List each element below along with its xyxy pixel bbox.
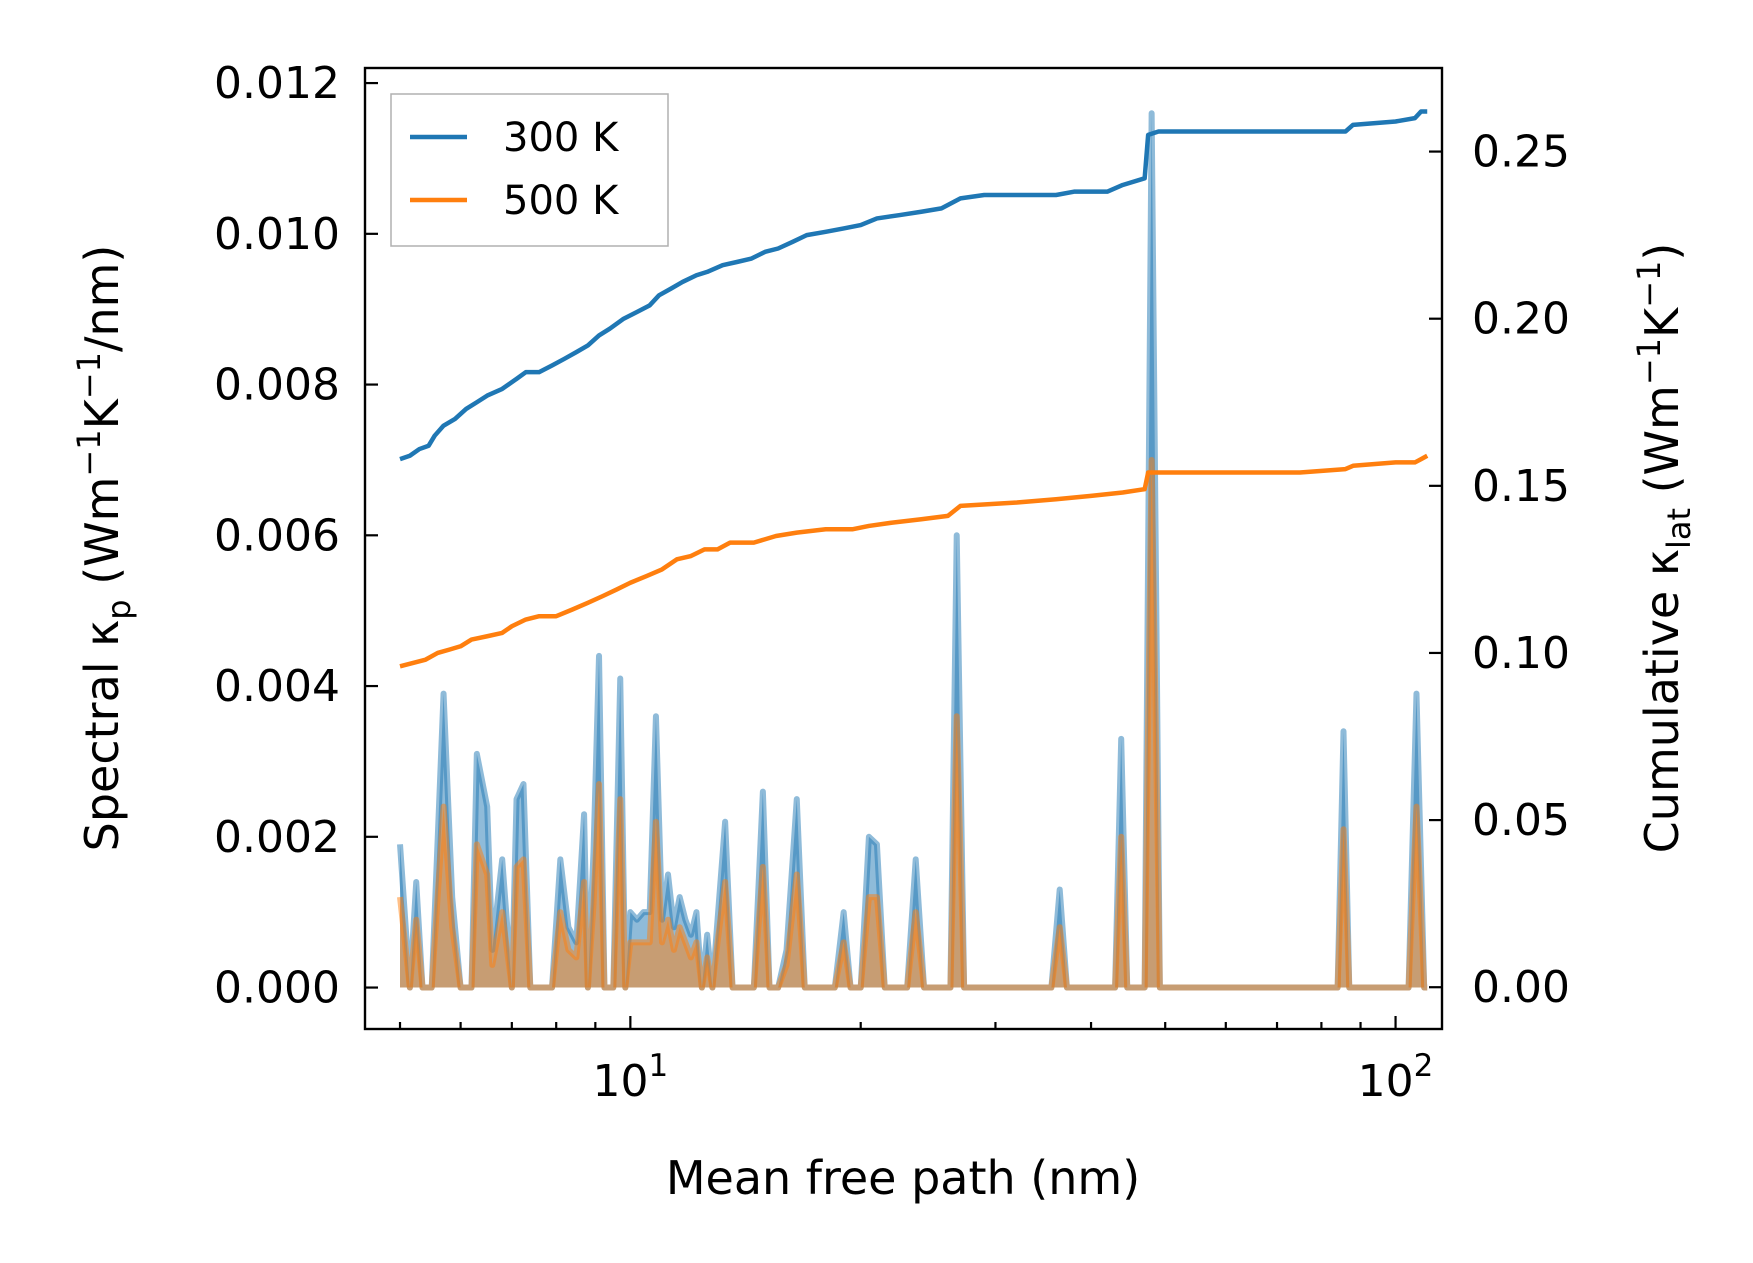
legend-label-500k: 500 K <box>503 178 620 224</box>
right-axis-title: Cumulative κlat (Wm−1K−1) <box>1630 243 1698 854</box>
left-tick-label: 0.010 <box>214 209 340 260</box>
right-tick-label: 0.00 <box>1472 962 1570 1013</box>
spectral-layer <box>397 110 1428 991</box>
left-axis-title: Spectral κp (Wm−1K−1/nm) <box>70 245 138 852</box>
left-tick-label: 0.004 <box>214 661 340 712</box>
cumulative-line-300k <box>399 109 1428 462</box>
right-tick-label: 0.05 <box>1472 795 1570 846</box>
cumulative-layer <box>399 109 1429 669</box>
right-tick-label: 0.15 <box>1472 461 1570 512</box>
cumulative-line-500k <box>399 453 1429 669</box>
left-tick-label: 0.002 <box>214 812 340 863</box>
legend-box <box>390 93 669 247</box>
right-tick-label: 0.20 <box>1472 294 1570 345</box>
x-tick-label: 102 <box>1358 1048 1434 1107</box>
right-tick-label: 0.10 <box>1472 628 1570 679</box>
left-tick-label: 0.008 <box>214 360 340 411</box>
left-tick-label: 0.012 <box>214 58 340 109</box>
right-tick-label: 0.25 <box>1472 127 1570 178</box>
x-tick-label: 101 <box>592 1048 668 1107</box>
spectral-line-500k <box>397 456 1428 991</box>
legend-label-300k: 300 K <box>503 115 620 161</box>
legend: 300 K 500 K <box>390 93 669 247</box>
left-tick-label: 0.000 <box>214 963 340 1014</box>
plot-frame <box>363 66 1444 1031</box>
left-tick-label: 0.006 <box>214 510 340 561</box>
x-axis-title: Mean free path (nm) <box>666 1151 1140 1205</box>
ticks-layer: 0.000 0.002 0.004 0.006 0.008 0.010 0.012 0.00 0… <box>214 58 1570 1107</box>
